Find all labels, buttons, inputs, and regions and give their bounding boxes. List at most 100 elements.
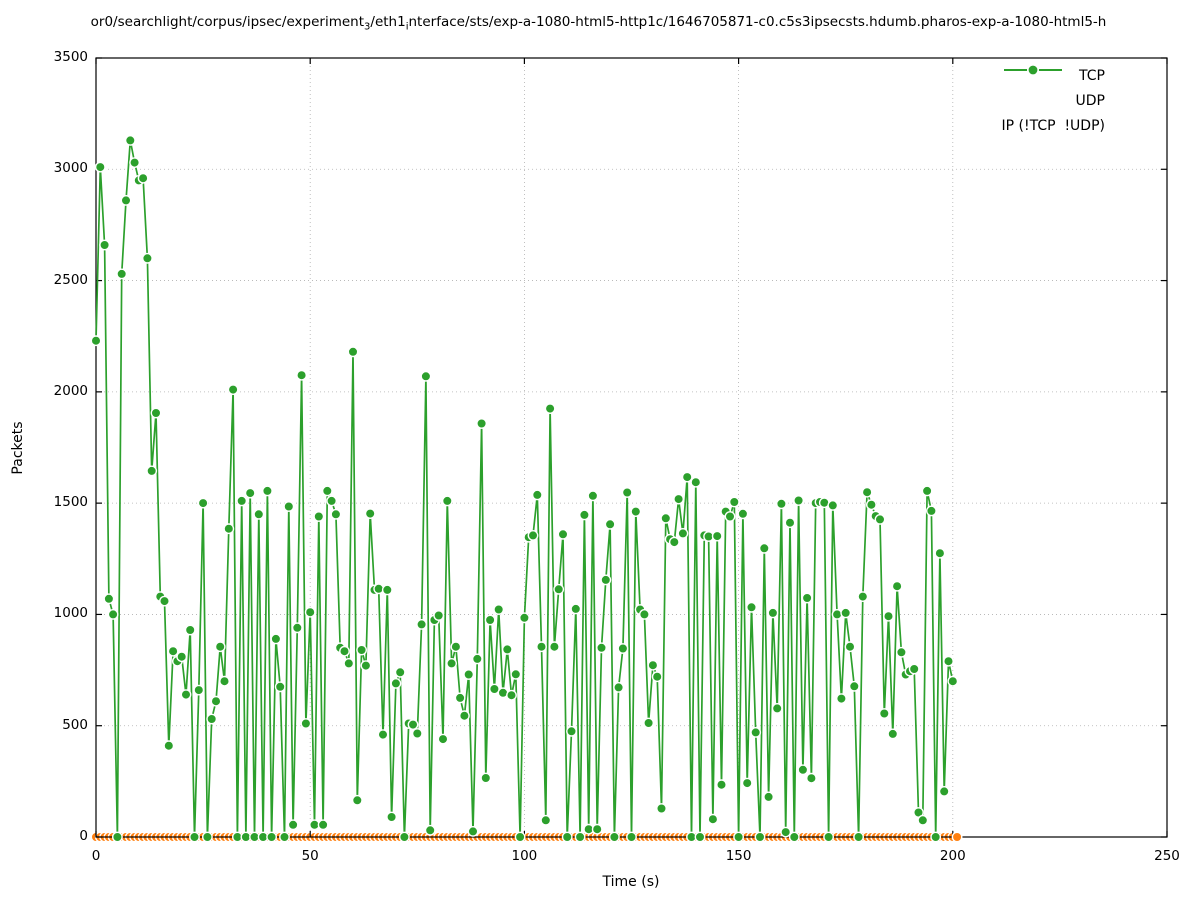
ip-point: [261, 485, 273, 497]
ip-point: [300, 718, 312, 729]
ip-point: [836, 693, 847, 704]
ip-point: [193, 684, 205, 696]
ip-point: [450, 641, 462, 653]
ip-point: [141, 252, 153, 264]
ip-point: [167, 645, 179, 657]
ip-point: [437, 733, 449, 745]
ip-point: [823, 831, 834, 843]
ip-point: [454, 692, 466, 704]
ip-point: [660, 512, 672, 524]
ip-point: [291, 622, 303, 634]
y-tick-label: 500: [62, 716, 88, 733]
ip-point: [201, 831, 213, 843]
ip-point: [90, 335, 102, 347]
ip-point: [94, 161, 106, 173]
ip-point: [184, 624, 196, 636]
x-tick-label: 0: [91, 848, 101, 864]
ip-point: [943, 655, 954, 667]
ip-line: [95, 140, 954, 838]
ip-point: [767, 607, 779, 619]
ip-point: [853, 831, 864, 843]
ip-point: [793, 495, 804, 506]
ip-point: [750, 727, 762, 738]
y-tick-label: 2500: [53, 271, 88, 288]
ip-point: [356, 644, 367, 656]
ip-point: [236, 495, 248, 507]
ip-point: [801, 592, 813, 604]
ip-point: [124, 134, 136, 146]
ip-point: [411, 728, 423, 739]
ip-point: [339, 645, 350, 657]
ip-point: [733, 831, 744, 843]
ip-point: [441, 495, 453, 507]
ip-point: [596, 642, 607, 654]
legend-item-udp: UDP: [1002, 64, 1116, 113]
x-tick-label: 150: [725, 848, 752, 864]
ip-point: [514, 831, 526, 843]
legend-item-ip: IP (!TCP !UDP): [1002, 64, 1116, 138]
ip-point: [711, 530, 723, 542]
ip-point: [609, 831, 620, 843]
y-tick-label: 3500: [53, 49, 88, 65]
ip-point: [103, 593, 115, 605]
ip-point: [326, 495, 337, 507]
legend-swatch-ip: [1003, 64, 1062, 76]
ip-point: [506, 689, 517, 701]
legend-dot: [1026, 64, 1039, 76]
ip-point: [844, 641, 856, 653]
ip-point: [433, 610, 445, 621]
ip-point: [780, 826, 792, 838]
ip-point: [321, 485, 333, 497]
ip-point: [874, 514, 886, 525]
ip-point: [283, 501, 295, 512]
ip-point: [758, 542, 770, 554]
ip-point: [163, 740, 175, 752]
ip-point: [831, 609, 843, 620]
ip-point: [681, 471, 693, 483]
ip-point: [120, 194, 132, 206]
ip-point: [621, 487, 633, 498]
ip-point: [643, 717, 654, 729]
ip-point: [394, 666, 406, 678]
ip-point: [746, 601, 757, 613]
ip-point: [630, 506, 642, 517]
y-tick-label: 2000: [53, 382, 88, 399]
ip-point: [600, 574, 612, 586]
ip-point: [347, 346, 359, 358]
ip-point: [668, 536, 680, 548]
ip-point: [150, 407, 162, 419]
ip-point: [651, 671, 663, 683]
ip-point: [244, 487, 256, 499]
ip-point: [129, 157, 141, 169]
ip-point: [930, 831, 942, 843]
ip-point: [146, 465, 158, 477]
ip-point: [947, 675, 959, 687]
ip-point: [741, 777, 753, 789]
udp-last-point: [951, 831, 963, 843]
ip-point: [788, 831, 800, 843]
ip-point: [197, 497, 209, 509]
ip-point: [716, 779, 727, 791]
ip-point: [754, 831, 766, 843]
ip-point: [112, 831, 123, 843]
ip-point: [364, 508, 376, 519]
ip-point: [416, 619, 427, 630]
y-tick-label: 1500: [53, 494, 88, 511]
ip-point: [296, 369, 307, 381]
ip-point: [159, 595, 170, 607]
ip-point: [617, 643, 629, 654]
ip-point: [223, 523, 235, 535]
ip-point: [488, 683, 500, 695]
ip-point: [544, 403, 556, 414]
ip-point: [797, 764, 809, 776]
ip-point: [536, 641, 547, 653]
ip-point: [549, 641, 560, 653]
ip-point: [579, 509, 590, 521]
ip-point: [381, 584, 393, 596]
ip-point: [861, 486, 873, 498]
ip-point: [219, 675, 230, 687]
ip-point: [561, 831, 573, 843]
ip-point: [908, 663, 920, 675]
